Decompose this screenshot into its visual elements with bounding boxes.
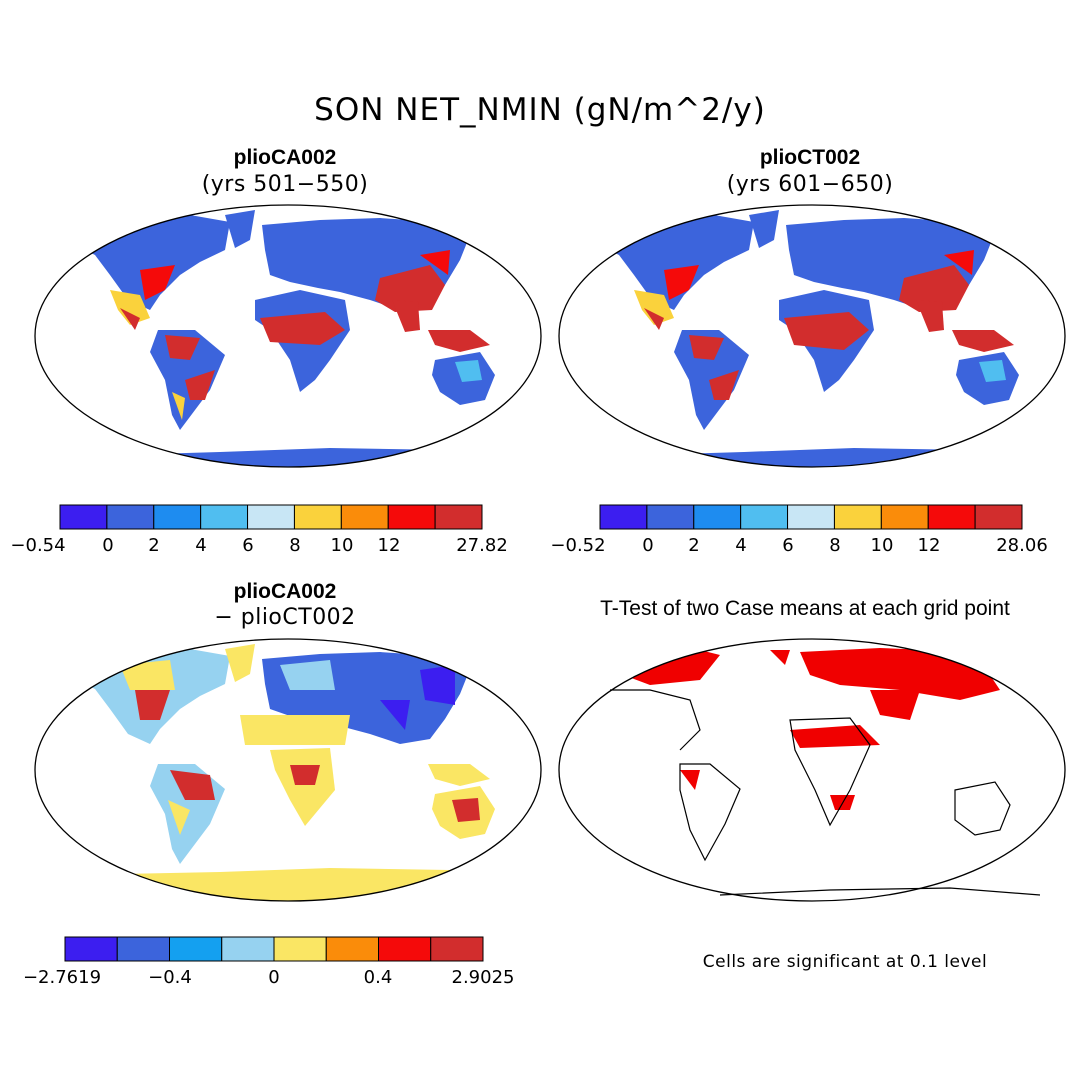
colorbar-top-right-tick-label: 10 <box>871 535 894 556</box>
colorbar-bottom-left-swatch <box>169 936 223 962</box>
colorbar-top-right-swatch <box>927 504 976 530</box>
colorbar-top-right-swatch <box>974 504 1023 530</box>
colorbar-bottom-left-swatch <box>273 936 327 962</box>
colorbar-top-right-tick-label: 8 <box>829 535 840 556</box>
colorbar-top-left-tick-label: 6 <box>242 535 253 556</box>
colorbar-top-left-swatch <box>200 504 249 530</box>
colorbar-top-left-tick-label: 8 <box>289 535 300 556</box>
colorbar-bottom-left-swatch <box>64 936 118 962</box>
colorbar-top-left-swatch <box>59 504 108 530</box>
top-right-case-name: plioCT002 <box>759 146 861 169</box>
colorbar-top-left-swatch <box>106 504 155 530</box>
colorbar-bottom-left-tick-label: −0.4 <box>148 967 192 988</box>
colorbar-top-left-swatch <box>293 504 342 530</box>
colorbar-bottom-left-tick-label: 2.9025 <box>452 967 515 988</box>
colorbar-bottom-left-swatch <box>221 936 275 962</box>
map-bottom-right-coastlines <box>610 689 1041 896</box>
colorbar-bottom-left-swatch <box>325 936 379 962</box>
ttest-footnote: Cells are significant at 0.1 level <box>702 952 988 972</box>
colorbar-top-left-tick-label: 12 <box>378 535 401 556</box>
colorbar-top-right-tick-label: −0.52 <box>550 535 605 556</box>
colorbar-top-right-swatch <box>787 504 835 530</box>
colorbar-bottom-left-tick-label: −2.7619 <box>23 967 101 988</box>
colorbar-top-left-tick-label: −0.54 <box>10 535 65 556</box>
colorbar-bottom-left-swatch <box>378 936 432 962</box>
colorbar-top-left-tick-label: 2 <box>148 535 159 556</box>
bottom-left-case-name: plioCA002 <box>233 580 337 603</box>
colorbar-bottom-left-swatch <box>430 936 484 962</box>
colorbar-bottom-left-tick-label: 0 <box>268 967 279 988</box>
colorbar-top-right-swatch <box>599 504 648 530</box>
colorbar-top-left-tick-label: 27.82 <box>456 535 508 556</box>
colorbar-top-right-swatch <box>833 504 882 530</box>
colorbar-top-right-tick-label: 2 <box>688 535 699 556</box>
colorbar-top-right-tick-label: 12 <box>918 535 941 556</box>
ttest-title: T-Test of two Case means at each grid po… <box>600 597 1010 620</box>
colorbar-top-left-tick-label: 10 <box>331 535 354 556</box>
colorbar-bottom-left-swatch <box>116 936 170 962</box>
figure-title: SON NET_NMIN (gN/m^2/y) <box>314 92 766 128</box>
colorbar-top-left-swatch <box>340 504 389 530</box>
colorbar-top-right-tick-label: 6 <box>782 535 793 556</box>
colorbar-top-left-swatch <box>247 504 295 530</box>
colorbar-bottom-left-tick-label: 0.4 <box>364 967 393 988</box>
colorbar-top-left-swatch <box>434 504 483 530</box>
top-left-case-name: plioCA002 <box>233 146 337 169</box>
colorbar-top-left-tick-label: 0 <box>102 535 113 556</box>
top-left-years: (yrs 501−550) <box>201 172 369 197</box>
colorbar-top-right-swatch <box>646 504 695 530</box>
top-right-years: (yrs 601−650) <box>726 172 894 197</box>
bottom-left-minus-case: − plioCT002 <box>214 605 356 630</box>
colorbar-top-right-tick-label: 4 <box>735 535 746 556</box>
colorbar-top-left-tick-label: 4 <box>195 535 206 556</box>
colorbar-top-left-swatch <box>153 504 202 530</box>
colorbar-top-right-tick-label: 0 <box>642 535 653 556</box>
colorbar-top-right-tick-label: 28.06 <box>996 535 1048 556</box>
